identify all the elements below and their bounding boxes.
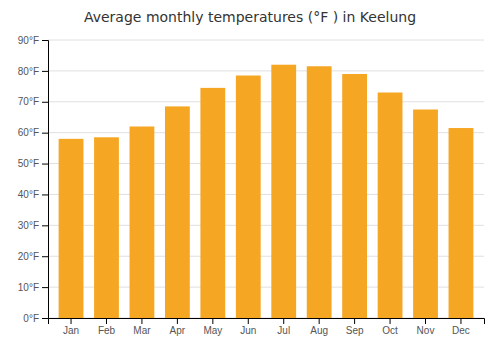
grid-line — [48, 40, 484, 41]
x-tick-mark — [106, 318, 107, 324]
bar — [342, 74, 367, 318]
x-tick-mark — [319, 318, 320, 324]
y-tick: 60°F — [18, 127, 48, 138]
grid-line — [48, 101, 484, 102]
grid-line — [48, 70, 484, 71]
y-tick-mark — [42, 256, 48, 257]
y-tick-mark — [42, 225, 48, 226]
grid — [48, 40, 484, 318]
x-tick-label: Nov — [417, 325, 435, 336]
y-tick-label: 20°F — [18, 251, 39, 262]
y-tick: 90°F — [18, 35, 48, 46]
bar — [165, 106, 190, 318]
bar — [307, 66, 332, 318]
x-tick: Nov — [417, 318, 435, 336]
x-tick-label: Jul — [277, 325, 290, 336]
y-tick-label: 10°F — [18, 282, 39, 293]
y-tick-label: 80°F — [18, 66, 39, 77]
x-tick-mark — [141, 318, 142, 324]
title: Average monthly temperatures (°F ) in Ke… — [84, 9, 416, 25]
y-axis: 0°F 10°F 20°F 30°F 40°F 50°F 60°F 70°F 80°F 90°F — [18, 35, 49, 324]
y-tick-label: 30°F — [18, 220, 39, 231]
y-tick: 80°F — [18, 66, 48, 77]
y-tick-mark — [42, 287, 48, 288]
x-tick: Apr — [170, 318, 186, 336]
bar — [271, 65, 296, 318]
x-tick-mark — [354, 318, 355, 324]
bar — [94, 137, 119, 318]
y-tick: 50°F — [18, 158, 48, 169]
x-tick-label: Jun — [240, 325, 256, 336]
x-tick-mark — [248, 318, 249, 324]
bar — [236, 76, 261, 318]
y-tick: 70°F — [18, 96, 48, 107]
x-axis: Jan Feb Mar Apr May Jun Jul Aug Sep Oct Nov Dec — [49, 318, 485, 336]
y-tick-label: 40°F — [18, 189, 39, 200]
x-tick: Jan — [63, 318, 79, 336]
x-tick-label: Dec — [452, 325, 470, 336]
x-tick-label: Feb — [98, 325, 116, 336]
y-tick: 40°F — [18, 189, 48, 200]
y-tick-mark — [42, 71, 48, 72]
y-axis-line — [42, 41, 49, 319]
x-tick: Mar — [133, 318, 151, 336]
bar — [130, 126, 155, 318]
plot-area: 0°F 10°F 20°F 30°F 40°F 50°F 60°F 70°F 80°F 90°F J… — [18, 35, 485, 336]
y-tick-mark — [42, 40, 48, 41]
x-tick: May — [203, 318, 222, 336]
y-tick-mark — [42, 194, 48, 195]
y-tick-label: 70°F — [18, 96, 39, 107]
x-tick-label: Sep — [346, 325, 364, 336]
y-tick-label: 90°F — [18, 35, 39, 46]
x-tick-label: May — [203, 325, 222, 336]
y-tick: 10°F — [18, 282, 48, 293]
y-tick-mark — [42, 164, 48, 165]
bar — [59, 139, 84, 318]
x-tick-label: Mar — [133, 325, 151, 336]
x-tick: Aug — [310, 318, 328, 336]
x-tick: Jul — [277, 318, 290, 336]
x-tick-mark — [212, 318, 213, 324]
x-tick-mark — [425, 318, 426, 324]
y-tick-mark — [42, 318, 48, 319]
x-tick: Oct — [382, 318, 398, 336]
bar — [200, 88, 225, 318]
bar — [449, 128, 474, 318]
x-tick-label: Apr — [170, 325, 186, 336]
y-tick-label: 50°F — [18, 158, 39, 169]
x-tick-mark — [283, 318, 284, 324]
x-tick: Dec — [452, 318, 470, 336]
x-tick-mark — [460, 318, 461, 324]
bars — [59, 65, 474, 318]
y-tick: 30°F — [18, 220, 48, 231]
x-tick: Jun — [240, 318, 256, 336]
x-axis-line — [49, 319, 485, 325]
x-tick-mark — [390, 318, 391, 324]
x-tick: Feb — [98, 318, 116, 336]
y-tick-mark — [42, 133, 48, 134]
chart: 0°F 10°F 20°F 30°F 40°F 50°F 60°F 70°F 80°F 90°F J… — [0, 0, 500, 350]
y-tick-label: 0°F — [23, 313, 39, 324]
x-tick-mark — [71, 318, 72, 324]
y-tick: 20°F — [18, 251, 48, 262]
bar — [378, 93, 403, 318]
y-tick: 0°F — [23, 313, 48, 324]
bar — [413, 110, 438, 319]
x-tick: Sep — [346, 318, 364, 336]
x-tick-mark — [177, 318, 178, 324]
x-tick-label: Aug — [310, 325, 328, 336]
x-tick-label: Jan — [63, 325, 79, 336]
y-tick-label: 60°F — [18, 127, 39, 138]
y-tick-mark — [42, 102, 48, 103]
x-tick-label: Oct — [382, 325, 398, 336]
